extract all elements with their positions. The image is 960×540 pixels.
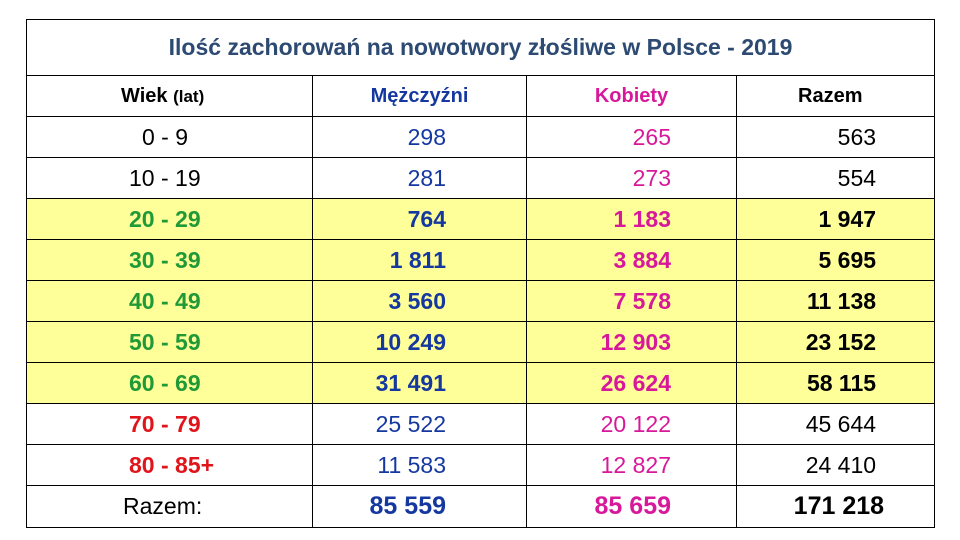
age-cell: 80 - 85+ (26, 444, 313, 486)
women-cell: 273 (526, 157, 737, 199)
totals-women: 85 659 (526, 485, 737, 528)
men-cell: 31 491 (312, 362, 527, 404)
total-cell: 58 115 (735, 362, 936, 404)
age-cell: 0 - 9 (26, 116, 313, 158)
men-cell: 1 811 (312, 239, 527, 281)
totals-row: Razem: 85 559 85 659 171 218 (26, 485, 936, 528)
men-cell: 281 (312, 157, 527, 199)
totals-total: 171 218 (735, 485, 936, 528)
table-row: 80 - 85+ 11 583 12 827 24 410 (26, 444, 936, 486)
table-row: 20 - 29 764 1 183 1 947 (26, 198, 936, 240)
total-cell: 24 410 (735, 444, 936, 486)
table-row: 40 - 49 3 560 7 578 11 138 (26, 280, 936, 322)
total-cell: 563 (735, 116, 936, 158)
header-age: Wiek (lat) (26, 75, 313, 117)
cancer-incidence-table: Ilość zachorowań na nowotwory złośliwe w… (25, 19, 936, 528)
women-cell: 7 578 (526, 280, 737, 322)
table-row: 60 - 69 31 491 26 624 58 115 (26, 362, 936, 404)
table-row: 0 - 9 298 265 563 (26, 116, 936, 158)
age-cell: 10 - 19 (26, 157, 313, 199)
age-cell: 70 - 79 (26, 403, 313, 445)
age-cell: 50 - 59 (26, 321, 313, 363)
total-cell: 5 695 (735, 239, 936, 281)
women-cell: 3 884 (526, 239, 737, 281)
header-age-unit: (lat) (173, 86, 205, 106)
header-total: Razem (735, 75, 936, 117)
total-cell: 11 138 (735, 280, 936, 322)
header-age-label: Wiek (121, 84, 168, 107)
header-row: Wiek (lat) Mężczyźni Kobiety Razem (26, 75, 936, 117)
men-cell: 25 522 (312, 403, 527, 445)
table-row: 50 - 59 10 249 12 903 23 152 (26, 321, 936, 363)
total-cell: 45 644 (735, 403, 936, 445)
table-row: 10 - 19 281 273 554 (26, 157, 936, 199)
totals-men: 85 559 (312, 485, 527, 528)
women-cell: 265 (526, 116, 737, 158)
table-row: 70 - 79 25 522 20 122 45 644 (26, 403, 936, 445)
total-cell: 23 152 (735, 321, 936, 363)
age-cell: 20 - 29 (26, 198, 313, 240)
totals-label: Razem: (26, 485, 313, 528)
table-row: 30 - 39 1 811 3 884 5 695 (26, 239, 936, 281)
women-cell: 12 903 (526, 321, 737, 363)
table-title: Ilość zachorowań na nowotwory złośliwe w… (25, 19, 936, 76)
women-cell: 1 183 (526, 198, 737, 240)
men-cell: 298 (312, 116, 527, 158)
title-row: Ilość zachorowań na nowotwory złośliwe w… (25, 19, 936, 76)
age-cell: 60 - 69 (26, 362, 313, 404)
women-cell: 12 827 (526, 444, 737, 486)
header-men: Mężczyźni (312, 75, 527, 117)
men-cell: 10 249 (312, 321, 527, 363)
header-women: Kobiety (526, 75, 737, 117)
men-cell: 3 560 (312, 280, 527, 322)
women-cell: 20 122 (526, 403, 737, 445)
age-cell: 30 - 39 (26, 239, 313, 281)
men-cell: 11 583 (312, 444, 527, 486)
women-cell: 26 624 (526, 362, 737, 404)
men-cell: 764 (312, 198, 527, 240)
total-cell: 554 (735, 157, 936, 199)
age-cell: 40 - 49 (26, 280, 313, 322)
total-cell: 1 947 (735, 198, 936, 240)
